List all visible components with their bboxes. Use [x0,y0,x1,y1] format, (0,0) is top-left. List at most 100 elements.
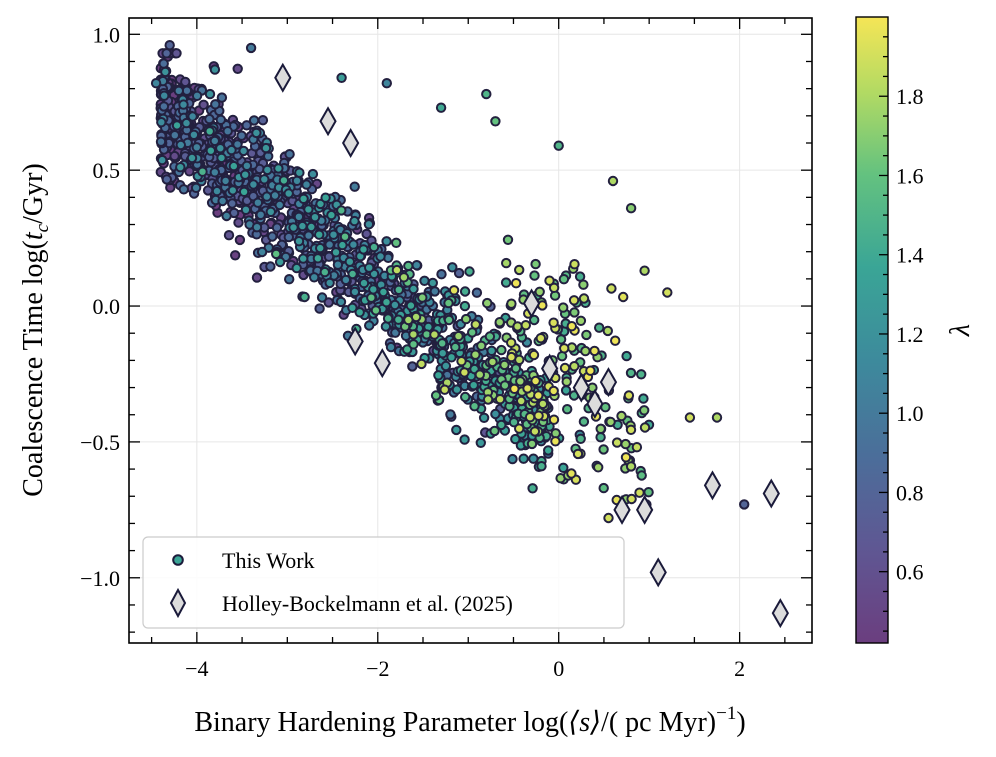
data-point [364,320,375,331]
data-point [265,261,276,272]
legend: This Work Holley-Bockelmann et al. (2025… [142,536,625,629]
data-point [595,423,606,434]
data-point [227,185,239,196]
data-point [347,268,358,280]
data-point [639,422,651,433]
x-tick-label: −4 [185,656,208,681]
data-point [475,437,486,448]
data-point [572,448,584,460]
data-point [578,293,590,304]
data-point [298,193,309,205]
data-point [260,142,272,154]
data-point [419,275,430,286]
data-point [411,260,422,271]
data-point [187,111,198,122]
data-point [358,277,370,289]
data-point [621,350,632,362]
data-point [489,425,500,437]
data-point [157,154,168,166]
data-point [625,367,637,379]
data-point [460,391,471,403]
data-point [512,321,523,332]
data-point [344,256,355,267]
data-point [636,470,647,481]
colorbar-tick-label: 1.0 [896,401,924,426]
data-point [205,145,217,156]
data-point [450,341,461,353]
reference-diamond-point [635,494,654,525]
data-point [507,453,518,465]
data-point [643,487,654,498]
reference-points [274,62,789,629]
data-point [171,48,182,59]
data-point [502,234,514,246]
y-axis-label: Coalescence Time log(tc/Gyr) [18,163,53,497]
data-point [328,229,339,240]
data-point [398,272,410,283]
data-point [191,90,203,102]
data-point [216,92,228,103]
data-point [578,279,589,290]
data-point [358,244,369,255]
colorbar-ticks: 0.6 0.8 1.0 1.2 1.4 1.6 1.8 [879,36,924,632]
data-point [291,262,302,274]
y-tick-label: −0.5 [80,430,120,455]
data-point [391,237,402,249]
data-point [580,345,591,357]
data-point [336,72,347,84]
data-point [197,166,208,177]
data-point [180,76,191,88]
data-point [284,274,295,285]
data-point [447,262,458,273]
data-point [274,199,285,211]
data-point [241,160,253,172]
colorbar-label: λ [945,324,976,337]
colorbar-gradient [855,16,889,644]
data-point [494,394,506,405]
data-point [204,88,216,100]
data-point [569,361,580,372]
data-point [261,191,272,202]
data-point [288,222,299,233]
data-point [301,179,312,190]
y-tick-label: 0.5 [93,158,121,183]
data-point [575,433,586,444]
data-point [215,143,226,154]
data-point [188,129,200,141]
data-point [516,395,527,407]
data-point [496,419,507,431]
data-point [510,278,522,289]
reference-diamond-point [703,470,722,501]
data-point [223,230,235,241]
data-point [178,99,189,110]
data-point [337,239,348,251]
data-point [548,282,560,293]
data-point [499,359,510,371]
reference-diamond-point [346,326,364,357]
data-point [575,315,587,326]
data-point [228,160,240,172]
data-point [684,412,696,423]
data-point [278,175,290,186]
data-point [569,259,580,270]
data-point [410,311,422,323]
data-point [501,257,512,269]
data-point [494,317,505,328]
axis-tick-labels: −4 −2 0 2 −1.0 −0.5 0.0 0.5 1.0 [80,22,745,681]
data-point [427,277,438,289]
data-point [256,246,268,258]
data-point [453,330,464,342]
data-point [558,274,570,285]
data-point [324,277,335,289]
data-point [363,219,375,230]
data-point [593,462,604,473]
x-axis-label: Binary Hardening Parameter log(⟨s⟩/( pc … [194,703,745,738]
data-point [530,258,541,270]
data-point [496,344,507,356]
data-point [440,360,452,372]
data-point [459,367,470,378]
data-point [155,136,167,147]
data-point [226,144,237,156]
legend-diamond-marker-icon [169,587,187,619]
